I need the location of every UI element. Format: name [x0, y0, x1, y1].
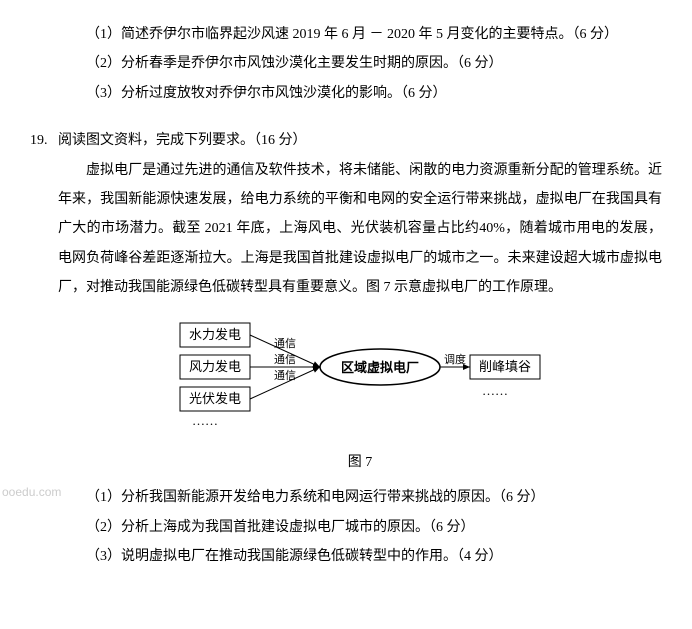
svg-text:……: …… [192, 413, 218, 428]
q19-stem: 阅读图文资料，完成下列要求。（16 分） [58, 133, 307, 148]
svg-text:通信: 通信 [274, 369, 296, 382]
svg-text:风力发电: 风力发电 [189, 359, 241, 374]
q19-sub1: （1）分析我国新能源开发给电力系统和电网运行带来挑战的原因。（6 分） [58, 483, 662, 512]
q19-number: 19. [30, 126, 58, 155]
svg-text:……: …… [482, 383, 508, 398]
q19-sub2: （2）分析上海成为我国首批建设虚拟电厂城市的原因。（6 分） [58, 513, 662, 542]
q18-sub3: （3）分析过度放牧对乔伊尔市风蚀沙漠化的影响。（6 分） [58, 79, 662, 108]
diagram-caption: 图 7 [58, 448, 662, 477]
svg-text:水力发电: 水力发电 [189, 327, 241, 342]
svg-text:调度: 调度 [444, 352, 466, 366]
q18-sub1: （1）简述乔伊尔市临界起沙风速 2019 年 6 月 － 2020 年 5 月变… [58, 20, 662, 49]
diagram: 通信通信通信调度水力发电风力发电光伏发电……区域虚拟电厂削峰填谷…… [160, 313, 560, 433]
svg-text:区域虚拟电厂: 区域虚拟电厂 [341, 360, 419, 375]
q19-body: 虚拟电厂是通过先进的通信及软件技术，将未储能、闲散的电力资源重新分配的管理系统。… [58, 156, 662, 303]
watermark: ooedu.com [2, 480, 61, 505]
svg-text:通信: 通信 [274, 353, 296, 366]
diagram-wrap: 通信通信通信调度水力发电风力发电光伏发电……区域虚拟电厂削峰填谷…… [58, 313, 662, 444]
q18-sub2: （2）分析春季是乔伊尔市风蚀沙漠化主要发生时期的原因。（6 分） [58, 49, 662, 78]
q19-stem-line: 19.阅读图文资料，完成下列要求。（16 分） [30, 126, 662, 155]
svg-text:通信: 通信 [274, 337, 296, 350]
svg-text:削峰填谷: 削峰填谷 [479, 359, 531, 374]
svg-text:光伏发电: 光伏发电 [189, 391, 241, 406]
q19-sub3: （3）说明虚拟电厂在推动我国能源绿色低碳转型中的作用。（4 分） [58, 542, 662, 571]
